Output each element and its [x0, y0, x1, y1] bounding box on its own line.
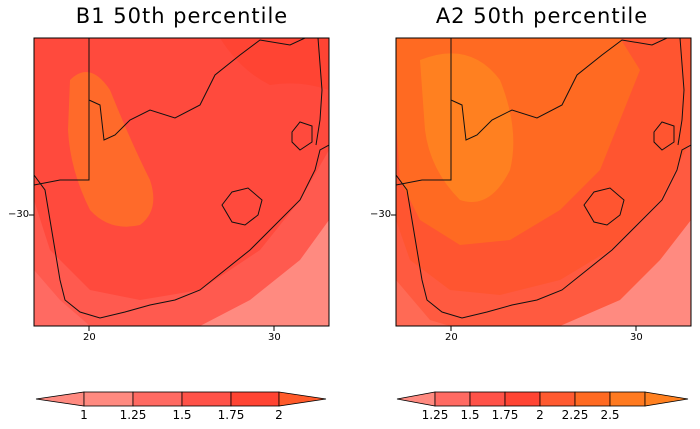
b1-map-frame [33, 37, 330, 327]
a2-swaziland [653, 121, 675, 151]
a2-border-east [677, 38, 685, 146]
map-b1 [34, 38, 329, 326]
b1-colorbar-label: 1.75 [217, 408, 245, 422]
b1-lesotho [221, 187, 263, 226]
a2-contour-low2 [396, 280, 450, 326]
a2-border-north [396, 100, 452, 186]
a2-contour-low [560, 220, 691, 326]
b1-border-north [34, 100, 90, 186]
b1-lon-tick-20: 20 [83, 332, 96, 343]
a2-lesotho [583, 187, 625, 226]
a2-lat-tick: −30 [370, 209, 392, 220]
b1-colorbar-label: 1.5 [172, 408, 192, 422]
a2-lon-tick-20: 20 [445, 332, 458, 343]
b1-colorbar-label: 2 [275, 408, 283, 422]
a2-colorbar-label: 1.5 [460, 408, 480, 422]
b1-contour-low2 [34, 270, 90, 326]
b1-border-west [88, 38, 306, 141]
b1-contour-low [200, 220, 329, 326]
a2-contour-top [420, 53, 514, 203]
b1-contour-upper [220, 38, 329, 90]
panel-title-b1: B1 50th percentile [75, 4, 289, 28]
map-a2 [396, 38, 691, 326]
a2-colorbar-label: 1.25 [421, 408, 449, 422]
panel-title-a2: A2 50th percentile [435, 4, 649, 28]
a2-colorbar-label: 1.75 [491, 408, 519, 422]
b1-lon-tick-30: 30 [268, 332, 281, 343]
a2-colorbar-label: 2.5 [600, 408, 620, 422]
a2-border-west [450, 38, 668, 141]
a2-lon-tick-30: 30 [630, 332, 643, 343]
colorbar-b1 [35, 391, 327, 407]
colorbar-a2 [396, 391, 689, 407]
a2-coastline [396, 144, 691, 319]
b1-coastline [34, 144, 329, 319]
b1-colorbar-label: 1.25 [119, 408, 147, 422]
a2-colorbar-label: 2.25 [561, 408, 589, 422]
b1-swaziland [291, 121, 313, 151]
b1-border-east [315, 38, 323, 146]
a2-map-frame [395, 37, 692, 327]
b1-colorbar-label: 1 [80, 408, 88, 422]
a2-colorbar-label: 2 [536, 408, 544, 422]
b1-lat-tick: −30 [8, 209, 30, 220]
